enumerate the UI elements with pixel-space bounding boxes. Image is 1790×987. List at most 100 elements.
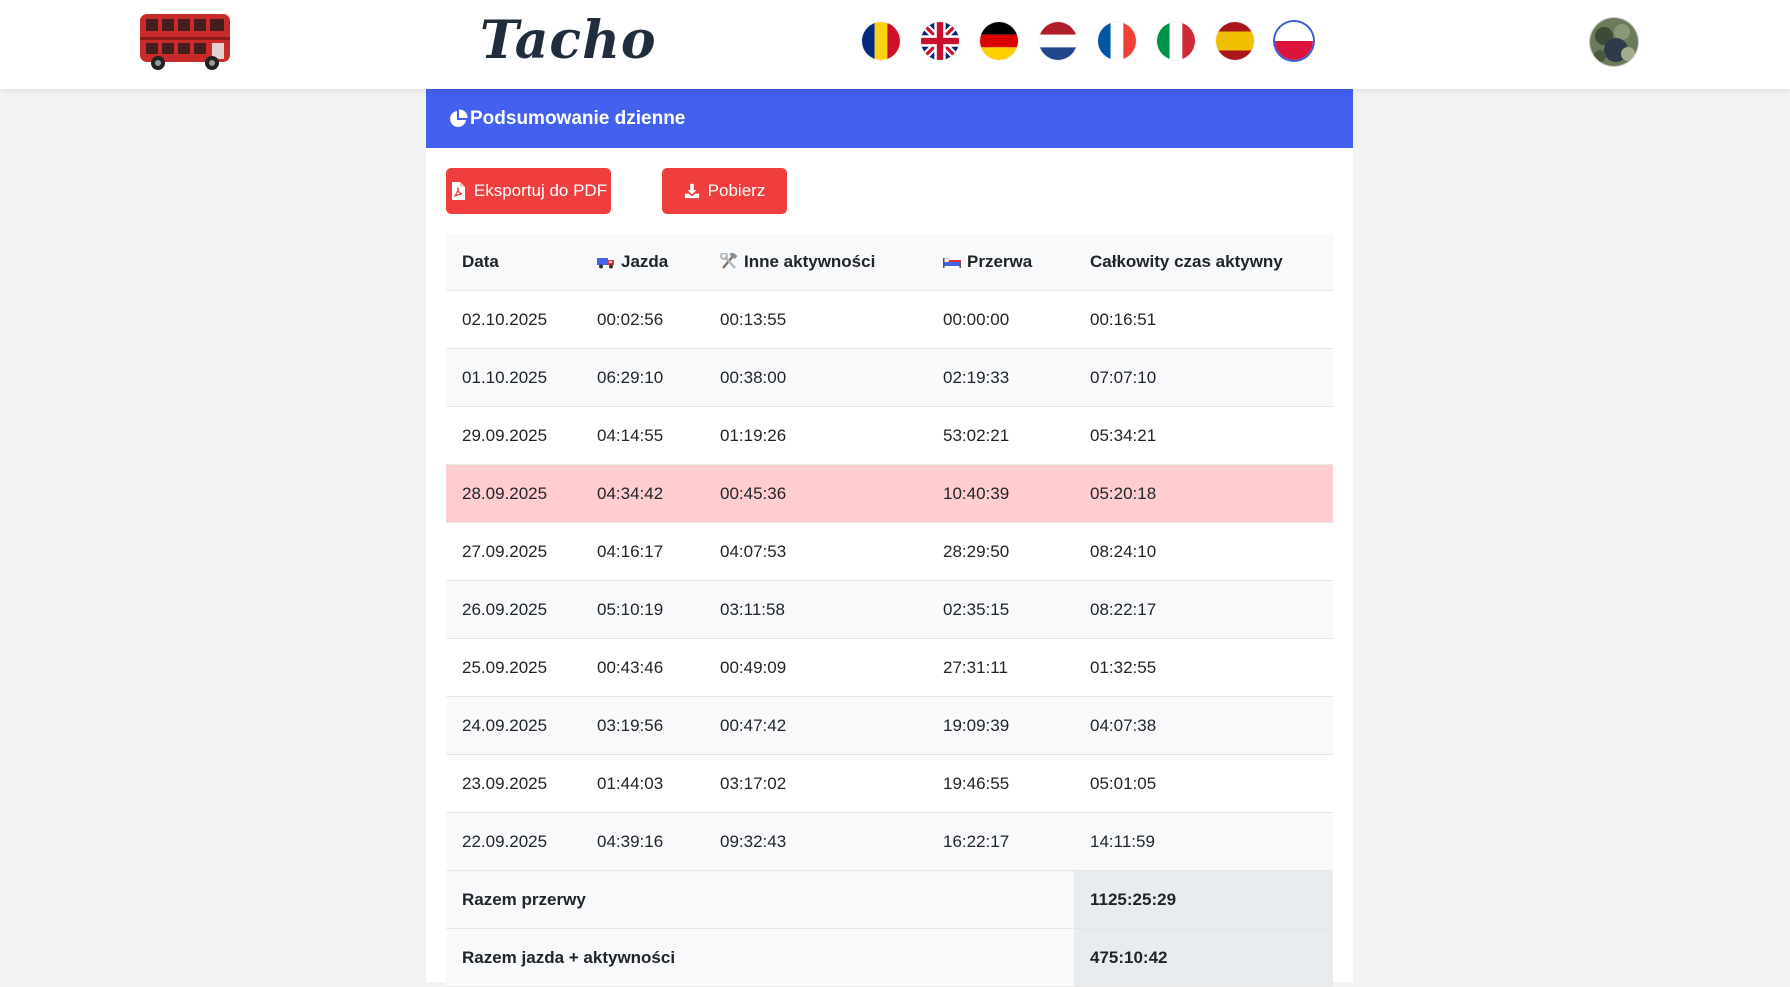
total-active-label: Razem jazda + aktywności [446,928,1074,987]
cell-total: 01:32:55 [1074,638,1333,697]
cell-other: 09:32:43 [704,812,927,871]
table-row: 26.09.2025 05:10:19 03:11:58 02:35:15 08… [446,580,1333,639]
header-other-activities[interactable]: Inne aktywności [704,234,927,291]
bed-emoji-icon [943,258,961,268]
user-avatar[interactable] [1590,18,1638,66]
total-active-value: 475:10:42 [1074,928,1333,987]
download-label: Pobierz [707,181,766,200]
cell-total: 04:07:38 [1074,696,1333,755]
card-title: Podsumowanie dzienne [470,107,686,129]
table-row: 24.09.2025 03:19:56 00:47:42 19:09:39 04… [446,696,1333,755]
cell-date: 25.09.2025 [446,638,581,697]
cell-other: 00:45:36 [704,464,927,523]
cell-date: 26.09.2025 [446,580,581,639]
cell-break: 00:00:00 [927,290,1074,349]
bus-logo[interactable] [138,10,234,72]
cell-break: 28:29:50 [927,522,1074,581]
brand-title[interactable]: Tacho [480,10,657,71]
cell-total: 00:16:51 [1074,290,1333,349]
daily-summary-table: Data Jazda Inn [446,234,1333,987]
cell-date: 29.09.2025 [446,406,581,465]
flag-netherlands-icon[interactable] [1039,22,1077,60]
cell-total: 08:24:10 [1074,522,1333,581]
table-row: 27.09.2025 04:16:17 04:07:53 28:29:50 08… [446,522,1333,581]
cell-total: 08:22:17 [1074,580,1333,639]
cell-break: 19:09:39 [927,696,1074,755]
total-active-row: Razem jazda + aktywności 475:10:42 [446,928,1333,987]
card-header: Podsumowanie dzienne [426,89,1353,148]
cell-other: 00:13:55 [704,290,927,349]
cell-date: 23.09.2025 [446,754,581,813]
table-row: 29.09.2025 04:14:55 01:19:26 53:02:21 05… [446,406,1333,465]
cell-date: 01.10.2025 [446,348,581,407]
table-row: 22.09.2025 04:39:16 09:32:43 16:22:17 14… [446,812,1333,871]
cell-other: 00:47:42 [704,696,927,755]
header-driving-label: Jazda [621,252,669,271]
cell-date: 22.09.2025 [446,812,581,871]
cell-date: 02.10.2025 [446,290,581,349]
cell-total: 07:07:10 [1074,348,1333,407]
file-pdf-icon [451,182,465,200]
flag-italy-icon[interactable] [1157,22,1195,60]
cell-break: 02:35:15 [927,580,1074,639]
daily-summary-card: Podsumowanie dzienne Eksportuj do PDF Po… [426,89,1353,987]
flag-germany-icon[interactable] [980,22,1018,60]
flag-uk-icon[interactable] [921,22,959,60]
cell-break: 02:19:33 [927,348,1074,407]
table-row: 25.09.2025 00:43:46 00:49:09 27:31:11 01… [446,638,1333,697]
cell-other: 01:19:26 [704,406,927,465]
cell-total: 14:11:59 [1074,812,1333,871]
cell-other: 00:49:09 [704,638,927,697]
cell-driving: 04:39:16 [581,812,704,871]
header-break[interactable]: Przerwa [927,234,1074,291]
total-breaks-value: 1125:25:29 [1074,870,1333,929]
cell-break: 27:31:11 [927,638,1074,697]
table-row: 23.09.2025 01:44:03 03:17:02 19:46:55 05… [446,754,1333,813]
table-row-highlighted: 28.09.2025 04:34:42 00:45:36 10:40:39 05… [446,464,1333,523]
cell-date: 24.09.2025 [446,696,581,755]
header-total-active[interactable]: Całkowity czas aktywny [1074,234,1333,291]
pie-chart-icon [450,108,468,127]
header-date[interactable]: Data [446,234,581,291]
cell-driving: 04:34:42 [581,464,704,523]
export-pdf-button[interactable]: Eksportuj do PDF [446,168,611,214]
cell-date: 28.09.2025 [446,464,581,523]
header-other-label: Inne aktywności [744,252,876,271]
export-pdf-label: Eksportuj do PDF [473,181,608,200]
table-header-row: Data Jazda Inn [446,234,1333,291]
hammer-wrench-emoji-icon [720,253,738,269]
cell-total: 05:34:21 [1074,406,1333,465]
top-navbar: Tacho [0,0,1790,89]
cell-other: 00:38:00 [704,348,927,407]
cell-total: 05:01:05 [1074,754,1333,813]
cell-driving: 04:14:55 [581,406,704,465]
cell-other: 03:17:02 [704,754,927,813]
truck-emoji-icon [597,258,614,269]
cell-date: 27.09.2025 [446,522,581,581]
cell-driving: 06:29:10 [581,348,704,407]
cell-total: 05:20:18 [1074,464,1333,523]
cell-driving: 04:16:17 [581,522,704,581]
cell-break: 53:02:21 [927,406,1074,465]
cell-driving: 01:44:03 [581,754,704,813]
flag-romania-icon[interactable] [862,22,900,60]
flag-poland-icon[interactable] [1275,22,1313,60]
flag-spain-icon[interactable] [1216,22,1254,60]
download-button[interactable]: Pobierz [662,168,787,214]
flag-france-icon[interactable] [1098,22,1136,60]
header-driving[interactable]: Jazda [581,234,704,291]
cell-break: 10:40:39 [927,464,1074,523]
cell-other: 04:07:53 [704,522,927,581]
cell-driving: 05:10:19 [581,580,704,639]
total-breaks-label: Razem przerwy [446,870,1074,929]
cell-driving: 03:19:56 [581,696,704,755]
total-breaks-row: Razem przerwy 1125:25:29 [446,870,1333,929]
download-icon [684,183,699,199]
cell-driving: 00:02:56 [581,290,704,349]
table-row: 01.10.2025 06:29:10 00:38:00 02:19:33 07… [446,348,1333,407]
header-break-label: Przerwa [967,252,1033,271]
cell-break: 16:22:17 [927,812,1074,871]
cell-other: 03:11:58 [704,580,927,639]
table-row: 02.10.2025 00:02:56 00:13:55 00:00:00 00… [446,290,1333,349]
cell-break: 19:46:55 [927,754,1074,813]
